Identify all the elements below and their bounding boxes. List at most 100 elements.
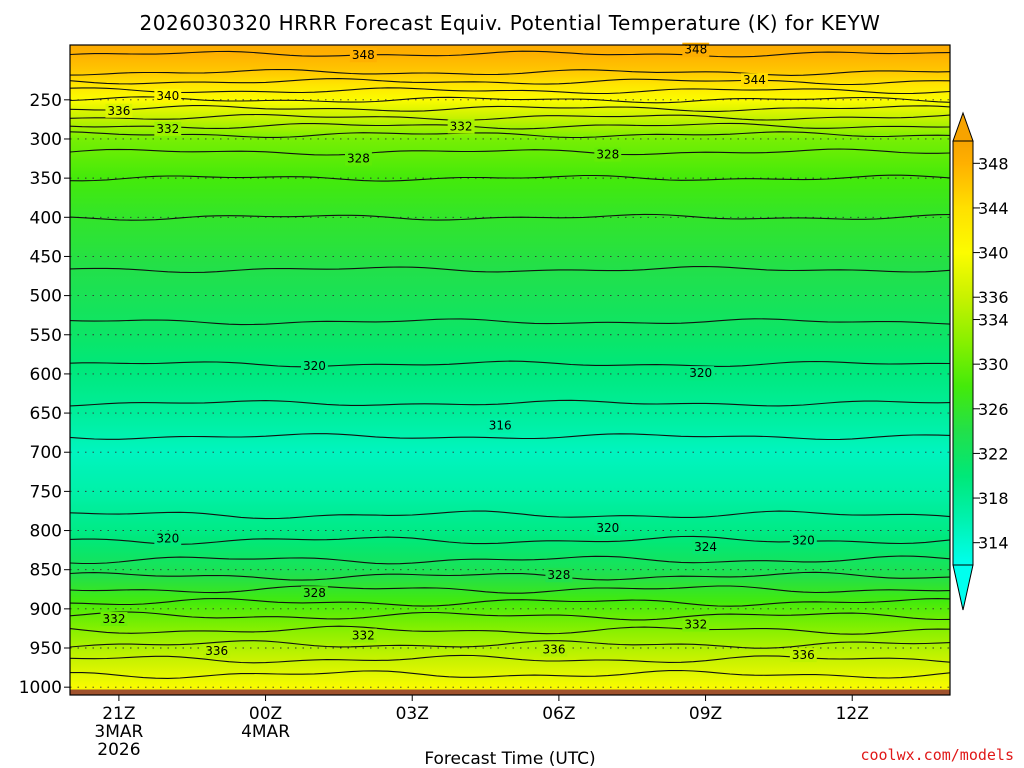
colorbar-label: 326 xyxy=(978,400,1009,419)
contour-line xyxy=(69,510,951,520)
y-tick-label: 1000 xyxy=(19,678,62,698)
colorbar-min-arrow xyxy=(952,564,974,611)
y-axis: 250 300 350 400 450 500 550 600 650 700 750 800 850 9… xyxy=(19,91,70,698)
contour-label-bg xyxy=(682,42,710,57)
colorbar: 348 344 340 336 334 330 326 322 318 314 xyxy=(952,111,1009,611)
contour-line xyxy=(69,318,951,326)
y-tick-label: 450 xyxy=(30,247,62,267)
contour-line xyxy=(69,113,951,121)
y-tick-label: 250 xyxy=(30,91,62,111)
contour-label-bg xyxy=(594,521,622,536)
y-tick-label: 650 xyxy=(30,404,62,424)
contour-label-bg xyxy=(687,366,715,381)
contour-line xyxy=(69,131,951,139)
contour-label-bg xyxy=(203,644,231,659)
contour-label: 332 xyxy=(450,119,473,133)
contour-label: 320 xyxy=(156,531,179,545)
colorbar-labels: 348 344 340 336 334 330 326 322 318 314 xyxy=(973,154,1009,553)
contour-line xyxy=(69,213,951,221)
y-tick-label: 500 xyxy=(30,287,62,307)
contour-line xyxy=(69,96,951,104)
contour-label: 328 xyxy=(596,148,619,162)
contour-line xyxy=(69,360,951,368)
contour-label: 328 xyxy=(547,568,570,582)
y-tick-label: 550 xyxy=(30,326,62,346)
colorbar-label: 330 xyxy=(978,355,1009,374)
contour-label-bg xyxy=(154,121,182,136)
y-tick-label: 700 xyxy=(30,443,62,463)
contour-label-bg xyxy=(154,531,182,546)
contour-line xyxy=(69,433,951,441)
contour-label: 324 xyxy=(694,540,717,554)
colorbar-max-arrow xyxy=(952,111,974,142)
contour-line xyxy=(69,50,951,58)
plot-area xyxy=(70,45,950,695)
x-tick-date-label: 4MAR xyxy=(241,722,290,742)
contour-line xyxy=(69,555,951,565)
contour-labels: 348 348 344 340 336 332 332 328 328 320 320 316 320 3… xyxy=(100,42,817,663)
contour-line xyxy=(69,571,951,581)
credit-link: coolwx.com/models xyxy=(860,746,1014,764)
contour-label-bg xyxy=(789,533,817,548)
x-tick-date-label: 3MAR xyxy=(94,722,143,742)
contour-label: 320 xyxy=(596,521,619,535)
contour-line xyxy=(69,174,951,182)
contour-label: 332 xyxy=(156,122,179,136)
contour-line xyxy=(69,265,951,274)
colorbar-label: 348 xyxy=(978,154,1009,173)
contour-label-bg xyxy=(447,119,475,134)
y-tick-label: 600 xyxy=(30,365,62,385)
contour-label: 328 xyxy=(347,152,370,166)
contour-label-bg xyxy=(100,612,128,627)
contour-label: 336 xyxy=(205,644,228,658)
contour-label-bg xyxy=(594,147,622,162)
contour-line xyxy=(69,87,951,95)
contour-line xyxy=(69,148,951,156)
colorbar-body xyxy=(952,140,974,566)
contour-label: 336 xyxy=(107,104,130,118)
contour-label: 332 xyxy=(352,628,375,642)
contour-label-bg xyxy=(300,359,328,374)
x-tick-label: 12Z xyxy=(836,704,869,724)
y-tick-label: 300 xyxy=(30,130,62,150)
colorbar-label: 314 xyxy=(978,534,1009,553)
x-tick-label: 09Z xyxy=(689,704,722,724)
x-axis-title: Forecast Time (UTC) xyxy=(424,749,595,768)
colorbar-label: 318 xyxy=(978,489,1009,508)
contour-label-bg xyxy=(682,617,710,632)
contour-line xyxy=(69,585,951,594)
x-tick-label: 03Z xyxy=(396,704,429,724)
contour-line xyxy=(69,597,951,607)
colorbar-label: 334 xyxy=(978,311,1009,330)
y-tick-label: 850 xyxy=(30,561,62,581)
contour-line xyxy=(69,399,951,407)
x-tick-year-label: 2026 xyxy=(97,740,140,760)
contour-label-bg xyxy=(300,586,328,601)
y-tick-label: 750 xyxy=(30,482,62,502)
contour-label: 336 xyxy=(543,643,566,657)
contour-label-bg xyxy=(154,88,182,103)
contour-label-bg xyxy=(789,648,817,663)
contour-line xyxy=(69,68,951,76)
contour-label: 348 xyxy=(352,48,375,62)
contour-label: 332 xyxy=(103,612,126,626)
contour-label: 328 xyxy=(303,586,326,600)
y-tick-label: 950 xyxy=(30,639,62,659)
contour-label-bg xyxy=(540,642,568,657)
contour-label: 340 xyxy=(156,89,179,103)
contour-label-bg xyxy=(486,418,514,433)
x-tick-label: 00Z xyxy=(249,704,282,724)
contour-label-bg xyxy=(545,568,573,583)
contour-line xyxy=(69,78,951,86)
chart-title: 2026030320 HRRR Forecast Equiv. Potentia… xyxy=(140,11,881,35)
contour-line xyxy=(69,611,951,621)
contour-label: 320 xyxy=(689,366,712,380)
ground-surface xyxy=(70,689,950,695)
contour-label: 336 xyxy=(792,648,815,662)
y-tick-label: 350 xyxy=(30,169,62,189)
contour-label-bg xyxy=(349,628,377,643)
colorbar-label: 344 xyxy=(978,199,1009,218)
contour-line xyxy=(70,669,951,679)
